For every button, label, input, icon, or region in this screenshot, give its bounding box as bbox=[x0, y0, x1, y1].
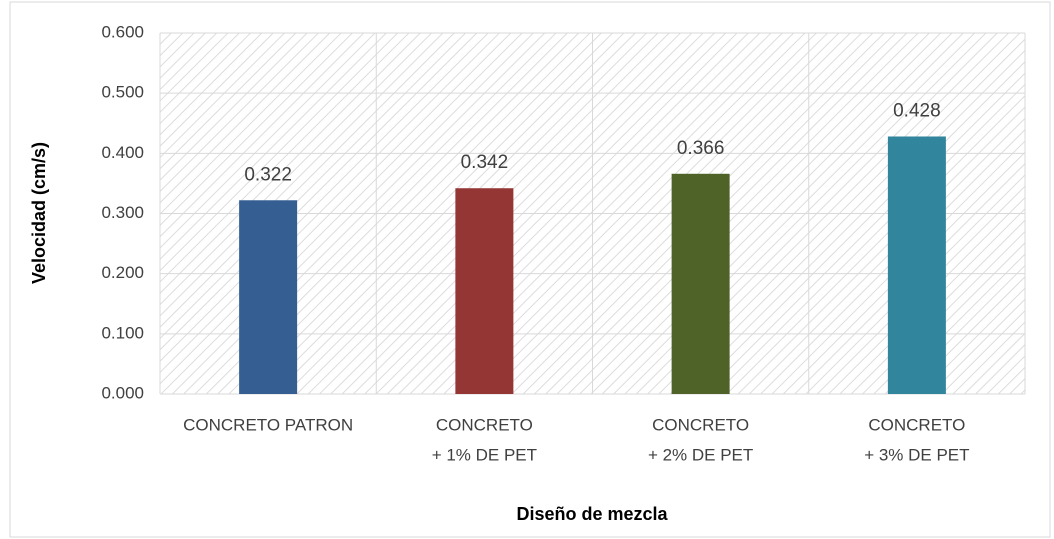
x-tick-label: CONCRETO PATRON bbox=[183, 415, 353, 434]
x-tick-label: CONCRETO bbox=[436, 415, 533, 434]
x-tick-label: CONCRETO bbox=[652, 415, 749, 434]
y-tick-label: 0.300 bbox=[101, 203, 144, 222]
bar bbox=[455, 188, 514, 394]
data-label: 0.366 bbox=[677, 138, 725, 159]
y-tick-label: 0.500 bbox=[101, 83, 144, 102]
data-label: 0.342 bbox=[461, 152, 509, 173]
bar bbox=[671, 173, 730, 394]
y-tick-label: 0.000 bbox=[101, 383, 144, 402]
bar bbox=[887, 136, 946, 394]
x-tick-label: + 1% DE PET bbox=[432, 445, 537, 464]
data-label: 0.428 bbox=[893, 101, 941, 122]
y-tick-label: 0.400 bbox=[101, 143, 144, 162]
data-label: 0.322 bbox=[244, 164, 292, 185]
x-tick-label: + 2% DE PET bbox=[648, 445, 753, 464]
x-tick-label: CONCRETO bbox=[868, 415, 965, 434]
y-tick-label: 0.600 bbox=[101, 22, 144, 41]
x-axis-title: Diseño de mezcla bbox=[516, 504, 668, 524]
bar bbox=[239, 200, 298, 394]
y-axis-title: Velocidad (cm/s) bbox=[29, 142, 49, 284]
x-tick-label: + 3% DE PET bbox=[864, 445, 969, 464]
y-tick-label: 0.200 bbox=[101, 263, 144, 282]
y-tick-label: 0.100 bbox=[101, 323, 144, 342]
